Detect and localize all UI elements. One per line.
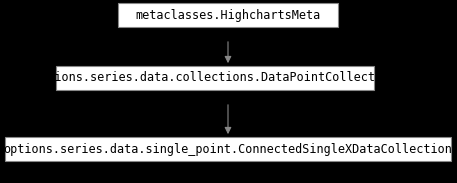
Text: options.series.data.single_point.ConnectedSingleXDataCollection: options.series.data.single_point.Connect…: [4, 143, 452, 156]
FancyBboxPatch shape: [118, 3, 338, 27]
Text: options.series.data.collections.DataPointCollection: options.series.data.collections.DataPoin…: [33, 72, 397, 85]
FancyBboxPatch shape: [5, 137, 451, 161]
FancyBboxPatch shape: [56, 66, 374, 90]
Text: metaclasses.HighchartsMeta: metaclasses.HighchartsMeta: [135, 8, 321, 21]
